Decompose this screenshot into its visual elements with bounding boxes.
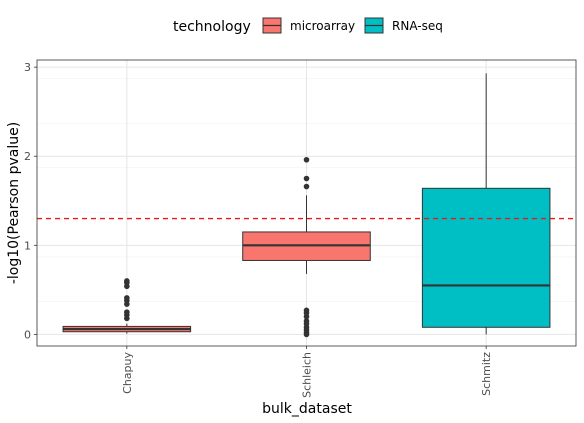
outlier-point bbox=[303, 318, 310, 324]
outlier-point bbox=[303, 307, 310, 314]
y-tick-label: 1 bbox=[24, 239, 31, 252]
x-tick-label: Chapuy bbox=[121, 352, 134, 394]
y-axis: 0 1 2 3 bbox=[24, 61, 37, 341]
outlier-point bbox=[303, 183, 310, 190]
legend-entry-rnaseq: RNA-seq bbox=[364, 17, 443, 34]
y-tick-label: 3 bbox=[24, 61, 31, 74]
x-tick-label: Schmitz bbox=[480, 352, 493, 396]
outlier-point bbox=[124, 309, 130, 315]
legend-label-microarray: microarray bbox=[290, 19, 355, 33]
box-schmitz bbox=[421, 73, 551, 335]
box-iqr bbox=[421, 187, 551, 328]
x-tick-label: Schleich bbox=[301, 352, 314, 398]
x-axis: Chapuy Schleich Schmitz bbox=[121, 346, 493, 398]
outlier-point bbox=[124, 295, 130, 301]
box-schleich bbox=[242, 156, 371, 338]
legend-title: technology bbox=[173, 19, 251, 35]
outlier-point bbox=[303, 175, 310, 182]
legend-label-rnaseq: RNA-seq bbox=[392, 19, 443, 33]
legend-entry-microarray: microarray bbox=[262, 17, 355, 34]
outlier-point bbox=[303, 156, 310, 163]
y-axis-title: -log10(Pearson pvalue) bbox=[6, 122, 22, 284]
boxes bbox=[62, 73, 551, 338]
y-tick-label: 0 bbox=[24, 328, 31, 341]
box-chapuy bbox=[62, 278, 192, 334]
x-axis-title: bulk_dataset bbox=[262, 401, 352, 417]
legend: technology microarray RNA-seq bbox=[173, 17, 443, 35]
y-tick-label: 2 bbox=[24, 150, 31, 163]
outlier-point bbox=[124, 278, 130, 284]
